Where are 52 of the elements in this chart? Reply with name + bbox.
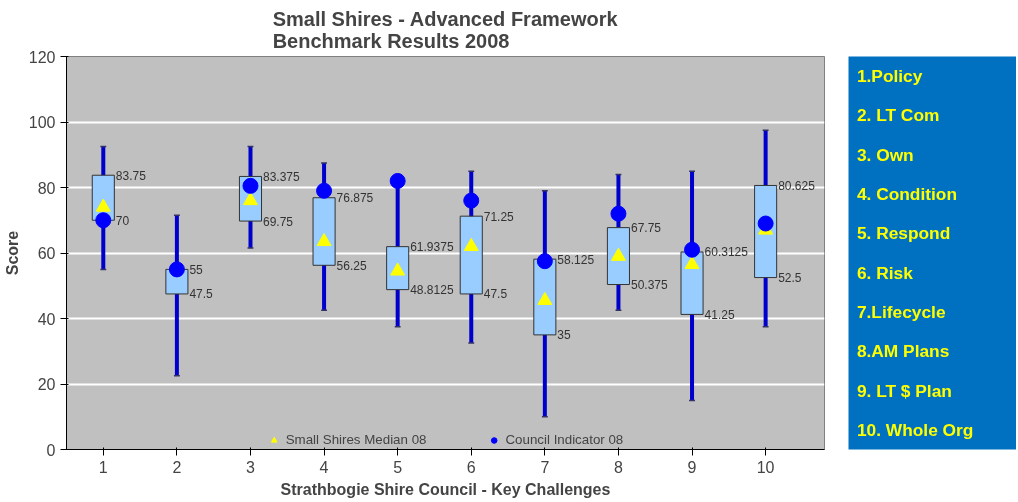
x-tick-label: 1 xyxy=(98,458,108,476)
annotation: 60.3125 xyxy=(704,245,749,260)
chart-title: Small Shires - Advanced Framework Benchmark Results 2008 xyxy=(272,7,619,52)
x-axis-title: Strathbogie Shire Council - Key Challenges xyxy=(280,480,611,498)
legend-label: Small Shires Median 08 xyxy=(285,432,427,447)
annotation: 48.8125 xyxy=(410,283,454,298)
text: 10. Whole Org xyxy=(856,419,974,440)
x-tick-label: 2 xyxy=(172,458,182,476)
legend-label: Council Indicator 08 xyxy=(505,432,624,447)
annotation: 83.375 xyxy=(262,169,301,184)
text: 7.Lifecycle xyxy=(856,301,946,322)
x-tick-label: 10 xyxy=(756,458,775,476)
x-tick-label: 8 xyxy=(613,458,623,476)
x-tick-label: 6 xyxy=(466,458,476,476)
annotation: 50.375 xyxy=(630,278,668,293)
annotation: 52.5 xyxy=(778,271,802,286)
annotation: 70 xyxy=(115,213,130,228)
x-tick-label: 3 xyxy=(246,458,256,476)
annotation: 80.625 xyxy=(778,178,816,193)
y-axis-title: Score xyxy=(3,230,21,276)
x-tick-label: 5 xyxy=(393,458,403,476)
annotation: 71.25 xyxy=(483,209,515,224)
annotation: 55 xyxy=(189,262,204,277)
annotation: 69.75 xyxy=(262,214,294,229)
text: 8.AM Plans xyxy=(856,341,950,362)
x-tick-label: 4 xyxy=(319,458,329,476)
annotation: 41.25 xyxy=(704,307,735,322)
y-tick-label: 100 xyxy=(28,114,56,131)
y-tick-label: 80 xyxy=(37,179,56,197)
x-tick-label: 7 xyxy=(540,458,550,476)
annotation: 76.875 xyxy=(336,191,374,206)
y-tick-label: 0 xyxy=(46,441,56,459)
text: 1.Policy xyxy=(856,66,923,87)
y-tick-label: 20 xyxy=(37,376,56,393)
y-tick-label: 120 xyxy=(28,48,56,66)
annotation: 58.125 xyxy=(557,252,595,267)
annotation: 56.25 xyxy=(336,258,367,273)
y-tick-label: 60 xyxy=(37,245,56,262)
annotation: 83.75 xyxy=(115,168,147,183)
text: 4. Condition xyxy=(856,184,958,205)
text: 2. LT Com xyxy=(856,105,940,126)
annotation: 47.5 xyxy=(483,287,508,302)
annotation: 35 xyxy=(557,328,572,343)
y-tick-label: 40 xyxy=(37,310,56,328)
text: 6. Risk xyxy=(856,262,914,283)
annotation: 61.9375 xyxy=(410,240,454,255)
x-tick-label: 9 xyxy=(687,458,697,476)
annotation: 47.5 xyxy=(189,287,214,302)
text: 3. Own xyxy=(856,144,914,165)
text: 5. Respond xyxy=(856,223,951,244)
annotation: 67.75 xyxy=(630,221,662,236)
text: 9. LT $ Plan xyxy=(856,380,952,401)
